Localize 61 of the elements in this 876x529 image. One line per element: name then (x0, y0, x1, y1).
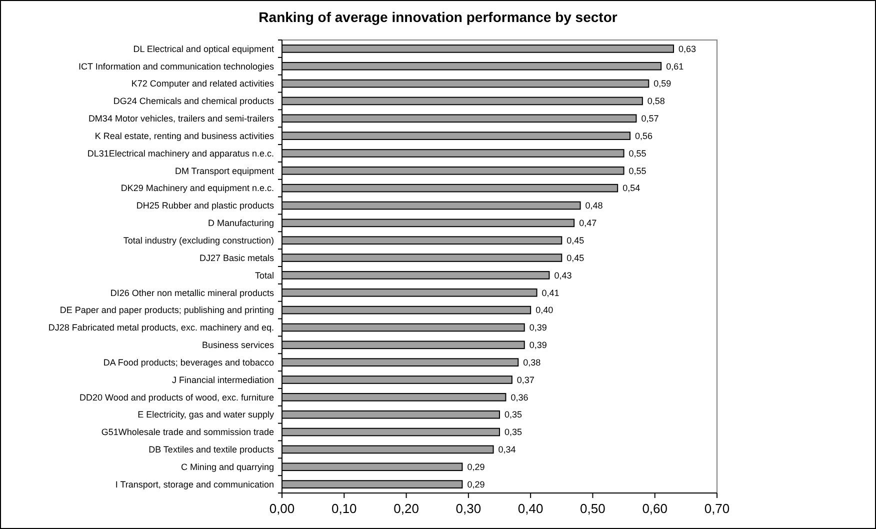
data-label: 0,55 (628, 166, 646, 176)
x-tick-label: 0,20 (394, 501, 419, 516)
y-tick-label: DB Textiles and textile products (148, 444, 274, 455)
y-tick-label: D Manufacturing (208, 218, 274, 228)
x-tick-label: 0,70 (704, 501, 730, 516)
data-label: 0,59 (654, 78, 672, 89)
data-label: 0,48 (585, 200, 603, 211)
y-tick-label: DA Food products; beverages and tobacco (103, 357, 274, 368)
data-label: 0,61 (666, 61, 684, 72)
chart-title: Ranking of average innovation performance by sector (258, 9, 618, 25)
y-tick-label: DJ28 Fabricated metal products, exc. machinery and eq. (48, 322, 274, 333)
data-label: 0,35 (504, 427, 522, 438)
y-tick-label: DH25 Rubber and plastic products (136, 200, 274, 211)
y-tick-label: K72 Computer and related activities (131, 78, 274, 89)
y-tick-label: E Electricity, gas and water supply (138, 410, 274, 420)
y-tick-label: DL31Electrical machinery and apparatus n.e.c. (87, 148, 274, 158)
x-tick-label: 0,00 (269, 501, 295, 516)
y-tick-label: ICT Information and communication technologies (78, 61, 274, 72)
data-label: 0,57 (641, 114, 659, 124)
y-tick-label: DJ27 Basic metals (199, 252, 274, 263)
data-label: 0,29 (467, 462, 485, 472)
y-tick-label: DM Transport equipment (174, 166, 274, 176)
data-label: 0,38 (523, 357, 541, 368)
x-tick-label: 0,10 (331, 501, 357, 516)
data-label: 0,45 (566, 252, 584, 263)
x-tick-label: 0,40 (518, 501, 544, 516)
y-tick-label: Business services (202, 340, 274, 350)
data-label: 0,47 (579, 218, 597, 228)
x-tick-label: 0,60 (642, 501, 668, 516)
data-label: 0,54 (622, 183, 640, 194)
y-tick-label: DD20 Wood and products of wood, exc. furniture (80, 392, 274, 402)
data-label: 0,36 (510, 392, 528, 402)
data-label: 0,35 (504, 410, 522, 420)
data-label: 0,40 (536, 305, 554, 316)
data-label: 0,63 (678, 44, 696, 54)
y-tick-label: DG24 Chemicals and chemical products (113, 96, 274, 106)
data-label: 0,39 (529, 340, 547, 350)
data-label: 0,29 (467, 479, 485, 490)
data-label: 0,37 (516, 374, 534, 385)
y-tick-label: Total industry (excluding construction) (123, 236, 274, 246)
data-label: 0,45 (566, 236, 584, 246)
data-label: 0,39 (529, 322, 547, 333)
x-tick-label: 0,50 (580, 501, 606, 516)
y-tick-label: Total (254, 270, 274, 280)
data-label: 0,41 (542, 288, 560, 298)
y-tick-label: DM34 Motor vehicles, trailers and semi-trailers (88, 114, 274, 124)
y-tick-label: J Financial intermediation (172, 374, 274, 385)
y-tick-label: DK29 Machinery and equipment n.e.c. (120, 183, 274, 194)
y-tick-label: C Mining and quarrying (180, 462, 274, 472)
x-tick-label: 0,30 (456, 501, 482, 516)
y-tick-label: DL Electrical and optical equipment (133, 44, 274, 54)
data-label: 0,56 (635, 130, 653, 141)
data-label: 0,58 (647, 96, 665, 106)
y-tick-label: K Real estate, renting and business activities (94, 130, 274, 141)
data-label: 0,34 (498, 444, 516, 455)
y-tick-label: DE Paper and paper products; publishing and printing (60, 305, 274, 316)
y-tick-label: I Transport, storage and communication (115, 479, 274, 490)
y-tick-label: G51Wholesale trade and sommission trade (101, 427, 274, 438)
data-label: 0,55 (628, 148, 646, 158)
data-label: 0,43 (554, 270, 572, 280)
y-tick-label: DI26 Other non metallic mineral products (110, 288, 274, 298)
